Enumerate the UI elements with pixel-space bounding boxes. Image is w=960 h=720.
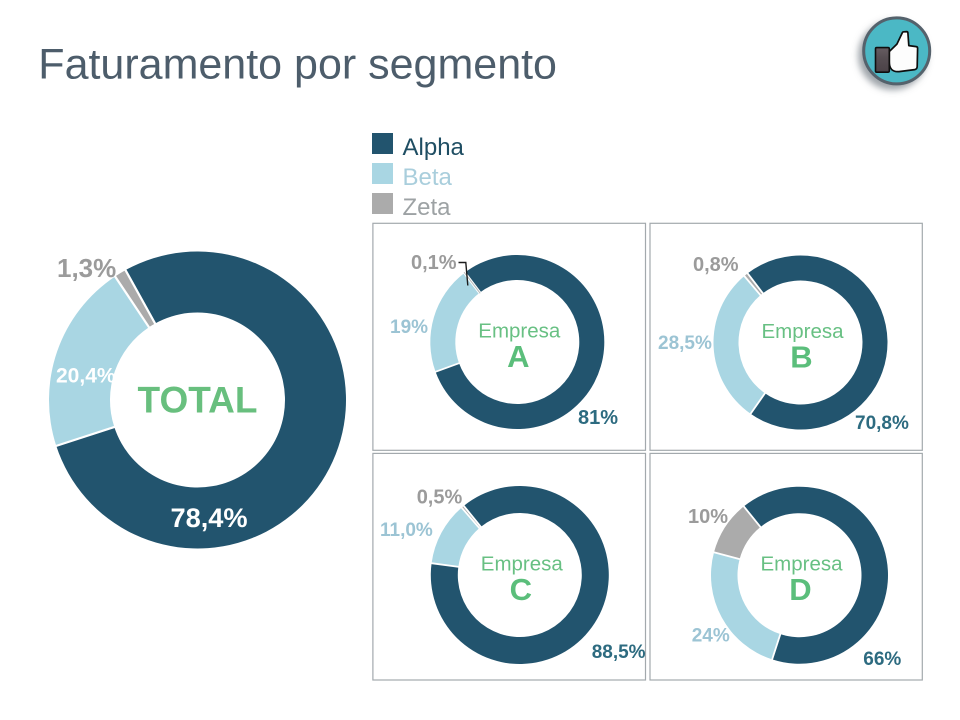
- svg-text:1,3%: 1,3%: [57, 253, 116, 283]
- svg-text:0,5%: 0,5%: [417, 487, 463, 509]
- svg-text:Alpha: Alpha: [403, 134, 465, 161]
- svg-text:88,5%: 88,5%: [592, 642, 646, 663]
- svg-text:0,8%: 0,8%: [693, 254, 739, 276]
- svg-text:10%: 10%: [688, 506, 728, 528]
- svg-text:81%: 81%: [578, 407, 618, 429]
- svg-text:A: A: [507, 339, 529, 374]
- svg-text:Empresa: Empresa: [478, 320, 561, 343]
- svg-text:Faturamento por segmento: Faturamento por segmento: [38, 41, 557, 89]
- svg-text:Empresa: Empresa: [761, 320, 844, 343]
- svg-text:0,1%: 0,1%: [411, 252, 457, 274]
- svg-text:C: C: [510, 572, 532, 607]
- svg-text:28,5%: 28,5%: [658, 333, 712, 354]
- svg-text:Beta: Beta: [403, 164, 453, 191]
- svg-text:TOTAL: TOTAL: [138, 380, 258, 421]
- svg-text:20,4%: 20,4%: [56, 365, 116, 388]
- svg-text:B: B: [790, 340, 812, 375]
- svg-text:Zeta: Zeta: [403, 194, 452, 221]
- svg-text:Empresa: Empresa: [760, 553, 843, 576]
- svg-text:D: D: [789, 572, 811, 607]
- svg-text:24%: 24%: [692, 626, 730, 647]
- svg-text:66%: 66%: [863, 649, 901, 670]
- svg-text:70,8%: 70,8%: [855, 413, 909, 434]
- svg-text:19%: 19%: [390, 317, 428, 338]
- svg-text:78,4%: 78,4%: [171, 502, 248, 533]
- svg-text:11,0%: 11,0%: [380, 520, 433, 541]
- svg-text:Empresa: Empresa: [481, 553, 564, 576]
